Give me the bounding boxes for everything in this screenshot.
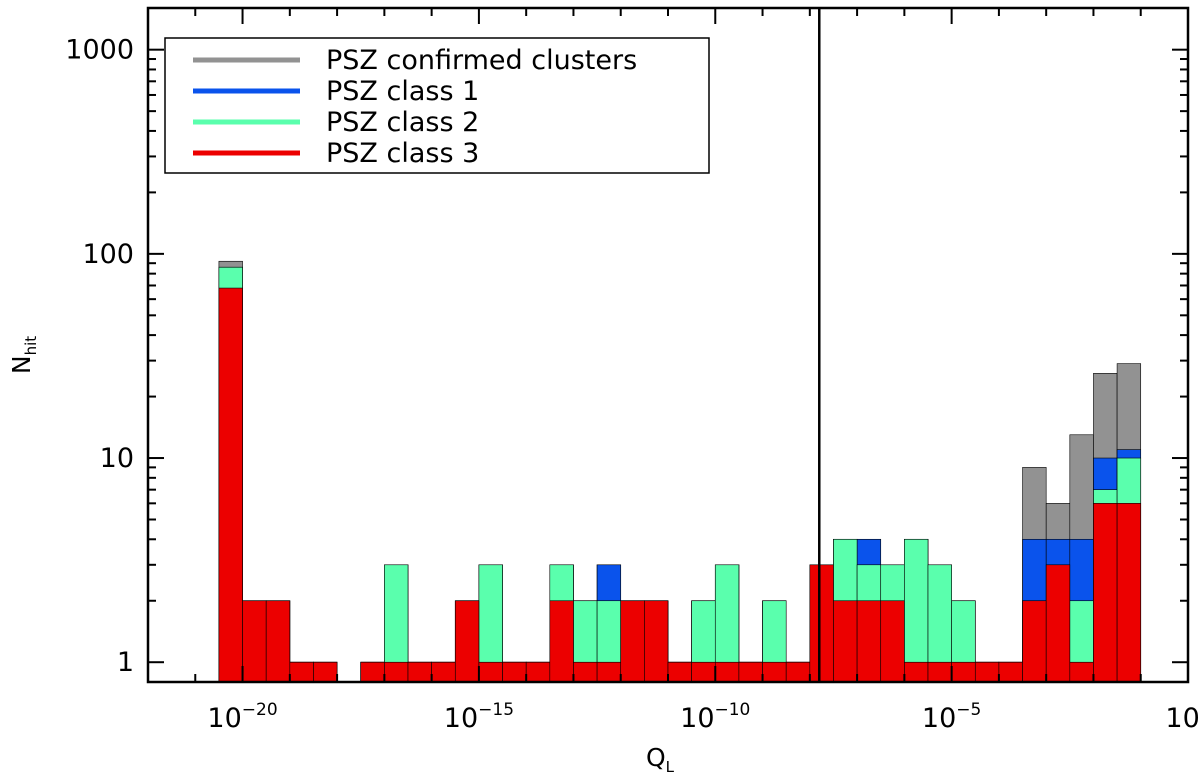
bar-class-3 [1069, 661, 1094, 683]
y-tick-label: 1 [117, 647, 134, 678]
bar-class-3 [904, 661, 929, 683]
x-tick-label: 10−10 [680, 700, 750, 734]
x-tick-exponent: −5 [956, 700, 981, 720]
bar-class-3 [974, 661, 1000, 683]
bar-class-3 [289, 661, 314, 683]
bar-class-3 [1093, 503, 1118, 683]
y-tick-label: 10 [100, 443, 134, 474]
axis-ticks [147, 8, 1189, 682]
bar-class-3 [785, 661, 811, 683]
x-tick-label: 10−5 [922, 700, 981, 734]
x-axis-label: QL [646, 743, 675, 776]
x-tick-base: 10 [680, 703, 714, 734]
bar-class-3 [1045, 564, 1071, 683]
bar-class-3 [927, 661, 952, 683]
x-tick-base: 10 [1165, 703, 1199, 734]
histogram-bars [218, 260, 1142, 683]
x-tick-exponent: −20 [242, 700, 278, 720]
bar-class-3 [1022, 600, 1047, 683]
bar-class-3 [1116, 503, 1142, 683]
bar-class-3 [384, 661, 409, 683]
y-axis-label-main: N [7, 355, 36, 374]
bar-class-3 [218, 287, 243, 683]
bar-class-3 [714, 661, 740, 683]
legend-label-class-1: PSZ class 1 [326, 76, 479, 107]
bar-class-3 [360, 661, 385, 683]
bar-class-3 [242, 600, 267, 683]
bar-class-3 [431, 661, 456, 683]
bar-class-2 [904, 538, 929, 683]
x-tick-label: 10−20 [207, 700, 277, 734]
bar-class-3 [549, 600, 574, 683]
x-tick-exponent: −15 [478, 700, 514, 720]
x-tick-base: 10 [444, 703, 478, 734]
x-tick-label: 10−15 [444, 700, 514, 734]
x-tick-base: 10 [207, 703, 241, 734]
bar-class-3 [478, 661, 503, 683]
legend-label-class-2: PSZ class 2 [326, 107, 479, 138]
bar-class-3 [502, 661, 527, 683]
x-axis-label-subscript: L [666, 758, 675, 776]
x-axis-label-main: Q [646, 743, 666, 772]
bar-class-3 [667, 661, 692, 683]
legend-label-confirmed: PSZ confirmed clusters [326, 45, 637, 76]
x-tick-exponent: −10 [715, 700, 751, 720]
y-tick-label: 100 [82, 239, 134, 270]
bar-class-3 [856, 600, 882, 683]
bar-class-3 [573, 661, 598, 683]
bar-class-3 [738, 661, 763, 683]
bar-class-3 [313, 661, 338, 683]
bar-class-3 [407, 661, 432, 683]
bar-class-3 [265, 600, 291, 683]
bar-class-3 [596, 661, 622, 683]
bar-class-3 [644, 600, 669, 683]
bar-class-3 [620, 600, 645, 683]
bar-class-3 [525, 661, 551, 683]
x-tick-label: 100 [1165, 700, 1200, 734]
bar-class-3 [454, 600, 480, 683]
y-axis-label-subscript: hit [22, 336, 40, 356]
y-tick-labels: 1 10 100 1000 [65, 35, 134, 679]
bar-class-3 [880, 600, 905, 683]
legend-label-class-3: PSZ class 3 [326, 138, 479, 169]
bar-class-3 [951, 661, 976, 683]
y-tick-label: 1000 [65, 35, 134, 66]
bar-class-3 [833, 600, 858, 683]
bar-class-3 [691, 661, 716, 683]
bar-class-3 [762, 661, 787, 683]
bar-class-3 [809, 564, 834, 683]
y-axis-label: Nhit [7, 336, 40, 374]
bar-class-3 [998, 661, 1023, 683]
x-tick-base: 10 [922, 703, 956, 734]
